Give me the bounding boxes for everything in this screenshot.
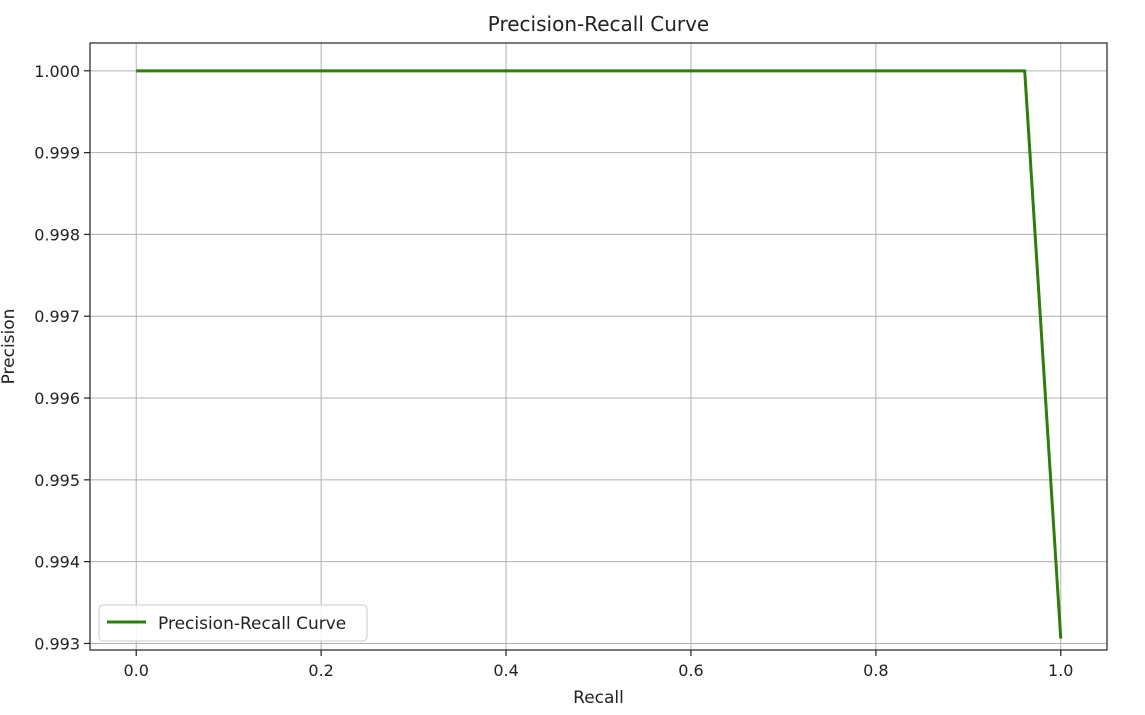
y-tick-label: 0.995 [34, 471, 80, 490]
y-tick-label: 0.993 [34, 634, 80, 653]
legend-label: Precision-Recall Curve [158, 614, 346, 634]
x-tick-label: 0.6 [678, 661, 703, 680]
y-tick-label: 0.997 [34, 307, 80, 326]
x-tick-label: 0.0 [124, 661, 149, 680]
series-layer [136, 69, 1063, 639]
y-tick-label: 0.998 [34, 225, 80, 244]
y-tick-label: 1.000 [34, 62, 80, 81]
x-tick-label: 0.8 [863, 661, 888, 680]
chart-title: Precision-Recall Curve [488, 12, 709, 36]
plot-frame [89, 42, 1108, 651]
series-line [136, 69, 1063, 639]
x-tick-label: 0.4 [493, 661, 518, 680]
x-tick-label: 1.0 [1048, 661, 1073, 680]
x-tick-label: 0.2 [308, 661, 333, 680]
y-tick-label: 0.994 [34, 553, 80, 572]
y-tick-label: 0.999 [34, 144, 80, 163]
x-axis-title: Recall [573, 688, 624, 708]
y-axis-ticks: 0.993 0.994 0.995 0.996 0.997 0.998 0.999 1.000 [34, 62, 90, 653]
legend: Precision-Recall Curve [98, 604, 368, 642]
y-axis-title: Precision [0, 309, 19, 385]
y-tick-label: 0.996 [34, 389, 80, 408]
legend-box [98, 604, 368, 642]
x-axis-ticks: 0.0 0.2 0.4 0.6 0.8 1.0 [124, 650, 1073, 680]
